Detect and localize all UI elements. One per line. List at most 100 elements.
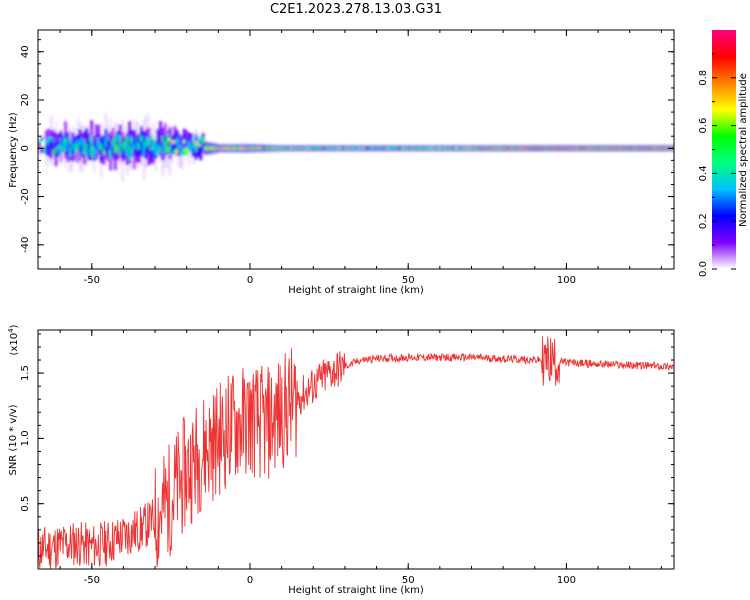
spectrogram-cell xyxy=(189,144,193,153)
spectrogram-cell xyxy=(586,147,590,149)
spectrogram-cell xyxy=(61,141,65,152)
spectrogram-cell xyxy=(574,147,578,149)
spectrogram-cell xyxy=(422,147,426,149)
spectrogram-cell xyxy=(151,145,155,150)
spectrogram-cell xyxy=(607,147,611,149)
spectrogram-cell xyxy=(149,134,153,144)
spectrogram-cell xyxy=(460,147,464,149)
spectrogram-cell xyxy=(109,136,113,148)
spectrogram-cell xyxy=(121,146,125,155)
spectrogram-cell xyxy=(465,147,469,149)
spectrogram-cell xyxy=(564,147,568,149)
spectrogram-cell xyxy=(185,148,189,153)
spectrogram-cell xyxy=(647,147,651,149)
spectrogram-x-ticks: -50 0 50 100 xyxy=(59,30,662,286)
spectrogram-cell xyxy=(137,145,141,157)
spectrogram-cell xyxy=(85,146,89,158)
spectrogram-cell xyxy=(498,147,502,149)
spectrogram-cell xyxy=(462,147,466,149)
spectrogram-cell xyxy=(149,146,153,150)
spectrogram-cell xyxy=(365,147,369,149)
spectrogram-cell xyxy=(270,147,274,149)
spectrogram-cell xyxy=(163,141,167,147)
y-tick-label: -40 xyxy=(20,237,31,253)
spectrogram-cell xyxy=(154,136,158,141)
spectrogram-cell xyxy=(116,135,120,142)
spectrogram-cell xyxy=(194,134,198,143)
x-tick-label: -50 xyxy=(84,275,100,286)
spectrogram-cell xyxy=(481,147,485,149)
spectrogram-cell xyxy=(68,141,72,145)
spectrogram-cell xyxy=(410,147,414,149)
spectrogram-cell xyxy=(166,146,170,152)
spectrogram-cell xyxy=(102,139,106,153)
spectrogram-cells xyxy=(38,112,674,183)
spectrogram-cell xyxy=(68,147,72,157)
spectrogram-cell xyxy=(211,147,215,150)
spectrogram-cell xyxy=(94,124,98,154)
spectrogram-cell xyxy=(90,135,94,149)
y-tick-label: -20 xyxy=(20,188,31,204)
spectrogram-cell xyxy=(106,136,110,152)
spectrogram-cell xyxy=(223,147,227,149)
spectrogram-cell xyxy=(125,143,129,157)
spectrogram-cell xyxy=(135,143,139,157)
spectrogram-cell xyxy=(154,142,158,155)
spectrogram-cell xyxy=(199,140,203,149)
spectrogram-cell xyxy=(187,141,191,150)
spectrogram-cell xyxy=(396,147,400,149)
spectrogram-cell xyxy=(282,147,286,149)
spectrogram-cell xyxy=(40,144,44,146)
spectrogram-cell xyxy=(602,147,606,149)
x-tick-label: 50 xyxy=(402,275,415,286)
spectrogram-cell xyxy=(99,145,103,149)
spectrogram-cell xyxy=(496,147,499,149)
spectrogram-cell xyxy=(199,144,203,161)
spectrogram-cell xyxy=(192,147,196,157)
spectrogram-cell xyxy=(87,141,91,151)
spectrogram-cell xyxy=(526,147,530,149)
spectrogram-x-label: Height of straight line (km) xyxy=(288,285,424,296)
spectrogram-cell xyxy=(484,147,488,149)
spectrogram-cell xyxy=(83,149,87,154)
spectrogram-cell xyxy=(185,136,189,146)
spectrogram-cell xyxy=(99,138,103,161)
spectrogram-cell xyxy=(391,147,395,149)
spectrogram-panel: -50 0 50 100 -40 -20 0 20 40 Height of straight… xyxy=(8,29,675,296)
spectrogram-cell xyxy=(327,147,331,149)
spectrogram-cell xyxy=(132,144,136,149)
spectrogram-cell xyxy=(80,138,84,143)
spectrogram-cell xyxy=(130,137,134,145)
spectrogram-cell xyxy=(75,143,79,151)
spectrogram-cell xyxy=(310,147,314,149)
spectrogram-cell xyxy=(488,147,492,149)
spectrogram-cell xyxy=(104,141,108,148)
colorbar-tick-label: 0.4 xyxy=(698,165,709,181)
x-tick-label: 50 xyxy=(402,575,415,586)
colorbar-tick-label: 0.0 xyxy=(698,261,709,277)
spectrogram-cell xyxy=(477,147,481,149)
spectrogram-cell xyxy=(49,138,53,147)
spectrogram-cell xyxy=(187,132,191,146)
spectrogram-cell xyxy=(374,147,378,149)
spectrogram-cell xyxy=(353,147,357,149)
colorbar: 0.0 0.2 0.4 0.6 0.8 Normalized spectral ampl… xyxy=(698,30,749,277)
spectrogram-cell xyxy=(448,147,452,149)
spectrogram-cell xyxy=(128,128,132,156)
spectrogram-cell xyxy=(505,147,509,149)
spectrogram-cell xyxy=(173,149,177,155)
spectrogram-cell xyxy=(301,147,305,149)
spectrogram-cell xyxy=(474,147,478,149)
snr-y-label: SNR (10 * v/v) xyxy=(8,404,19,475)
spectrogram-cell xyxy=(94,144,98,152)
spectrogram-cell xyxy=(111,146,115,158)
spectrogram-cell xyxy=(503,147,507,149)
spectrogram-cell xyxy=(619,147,623,149)
spectrogram-cell xyxy=(92,146,96,150)
spectrogram-cell xyxy=(52,138,56,145)
spectrogram-cell xyxy=(631,147,635,149)
spectrogram-cell xyxy=(446,147,450,149)
colorbar-ticks: 0.0 0.2 0.4 0.6 0.8 xyxy=(698,53,736,277)
spectrogram-cell xyxy=(458,147,462,149)
colorbar-gradient-rect xyxy=(712,30,736,269)
